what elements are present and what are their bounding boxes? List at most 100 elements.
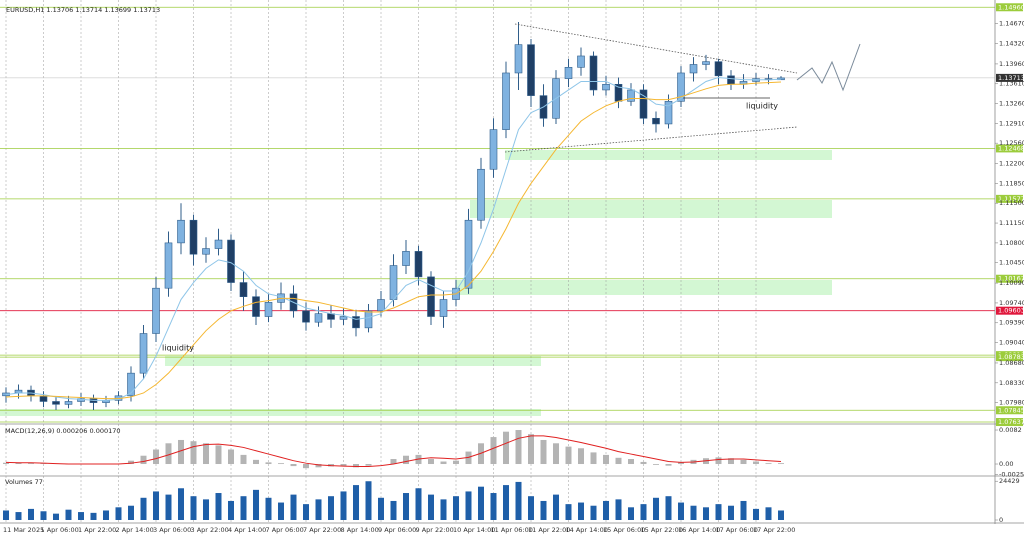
signal-line: [5, 435, 782, 468]
macd-bar: [603, 454, 609, 465]
macd-bar: [365, 464, 372, 466]
volume-bar: [703, 507, 709, 520]
volume-bar: [640, 504, 647, 520]
macd-bar: [503, 431, 509, 465]
macd-bar: [15, 462, 22, 465]
candle-body: [777, 77, 785, 81]
macd-bar: [578, 448, 584, 465]
y-tick-label: 1.10450: [999, 259, 1024, 267]
zone: [0, 409, 541, 416]
macd-bar: [140, 455, 147, 465]
chart-title: EURUSD,H1 1.13706 1.13714 1.13699 1.1371…: [6, 6, 160, 14]
candle-body: [352, 316, 360, 329]
projection: [796, 43, 861, 92]
x-tick-label: 11 Apr 22:00: [528, 526, 570, 534]
candle-body: [264, 302, 273, 317]
candle-body: [364, 310, 373, 329]
zone: [165, 356, 541, 366]
level-label: 1.12468: [998, 144, 1024, 152]
candle-body: [589, 55, 598, 91]
macd-bar: [390, 459, 397, 465]
zones: [0, 150, 832, 416]
y-tick-label: 1.11850: [999, 179, 1024, 187]
candle-body: [339, 316, 348, 320]
moving-average: [5, 81, 782, 400]
volume-bar: [115, 507, 122, 520]
macd-bar: [678, 462, 684, 465]
y-tick-label: 1.09390: [999, 319, 1024, 327]
macd-bar: [565, 446, 572, 465]
volume-bar: [228, 500, 234, 520]
volume-bar: [28, 508, 34, 520]
x-tick-label: 10 Apr 14:00: [453, 526, 495, 534]
volume-bar: [253, 489, 259, 520]
candle-body: [389, 265, 398, 300]
candle-body: [177, 219, 185, 244]
candle-body: [402, 251, 410, 266]
volume-bar: [153, 491, 159, 520]
candle-body: [577, 55, 585, 68]
macd-bar: [190, 441, 197, 465]
y-tick-label: 1.07980: [999, 399, 1024, 407]
y-tick-label: 0.00: [999, 460, 1013, 468]
macd-bar: [178, 439, 184, 465]
volume-bar: [390, 500, 397, 520]
volume-bar: [515, 481, 522, 520]
volume-bar: [753, 508, 759, 520]
level-label: 1.07637: [998, 418, 1024, 426]
y-tick-label: 1.12200: [999, 160, 1024, 168]
candle-body: [64, 401, 73, 405]
volume-bar: [765, 507, 772, 520]
candle-body: [527, 44, 535, 96]
volume-bar: [365, 481, 372, 520]
x-tick-label: 14 Apr 14:00: [566, 526, 608, 534]
macd-title: MACD(12,26,9) 0.000206 0.000170: [5, 427, 121, 435]
annotation: liquidity: [746, 102, 778, 111]
candle-body: [127, 372, 135, 397]
candle-body: [189, 219, 198, 255]
macd-bar: [28, 463, 34, 465]
macd-bar: [215, 445, 222, 465]
volume-bar: [628, 507, 634, 520]
x-tick-label: 11 Mar 2025: [3, 526, 44, 534]
volume-title: Volumes 77: [5, 478, 43, 486]
y-tick-label: 1.13960: [999, 60, 1024, 68]
volume-bar: [415, 488, 422, 520]
y-tick-label: 1.10800: [999, 239, 1024, 247]
current-price-label: 1.13713: [998, 74, 1024, 82]
x-tick-label: 2 Apr 14:00: [116, 526, 154, 534]
volume-bar: [690, 505, 697, 520]
x-tick-label: 8 Apr 14:00: [341, 526, 379, 534]
volume-bar: [78, 512, 84, 520]
x-tick-label: 9 Apr 22:00: [416, 526, 454, 534]
volume-bar: [15, 512, 22, 520]
macd-bar: [515, 430, 522, 465]
macd-bar: [403, 455, 409, 465]
level-label: 1.14960: [998, 3, 1024, 11]
candle-body: [227, 239, 235, 283]
volume-bar: [103, 510, 109, 520]
volume-bar: [728, 505, 734, 520]
volume-bar: [353, 485, 359, 520]
macd-bar: [340, 464, 347, 467]
level-label-box: [996, 3, 1023, 12]
y-tick-label: 1.12910: [999, 119, 1024, 127]
trend-line: [504, 126, 798, 153]
volume-bar: [428, 494, 434, 520]
y-tick-label: -0.002526: [999, 470, 1024, 478]
candle-body: [152, 287, 160, 334]
candle-body: [239, 282, 248, 297]
y-tick-label: 1.10090: [999, 279, 1024, 287]
macd-bar: [553, 443, 559, 465]
y-tick-label: 1.14320: [999, 40, 1024, 48]
volume-bar: [453, 496, 459, 520]
volume-bar: [65, 509, 72, 520]
macd-bar: [753, 461, 759, 465]
volume-bar: [503, 485, 509, 520]
volume-bar: [128, 505, 134, 520]
macd-bar: [153, 449, 159, 465]
y-tick-label: 1.12560: [999, 139, 1024, 147]
macd-bar: [715, 457, 722, 465]
candle-body: [627, 89, 635, 102]
